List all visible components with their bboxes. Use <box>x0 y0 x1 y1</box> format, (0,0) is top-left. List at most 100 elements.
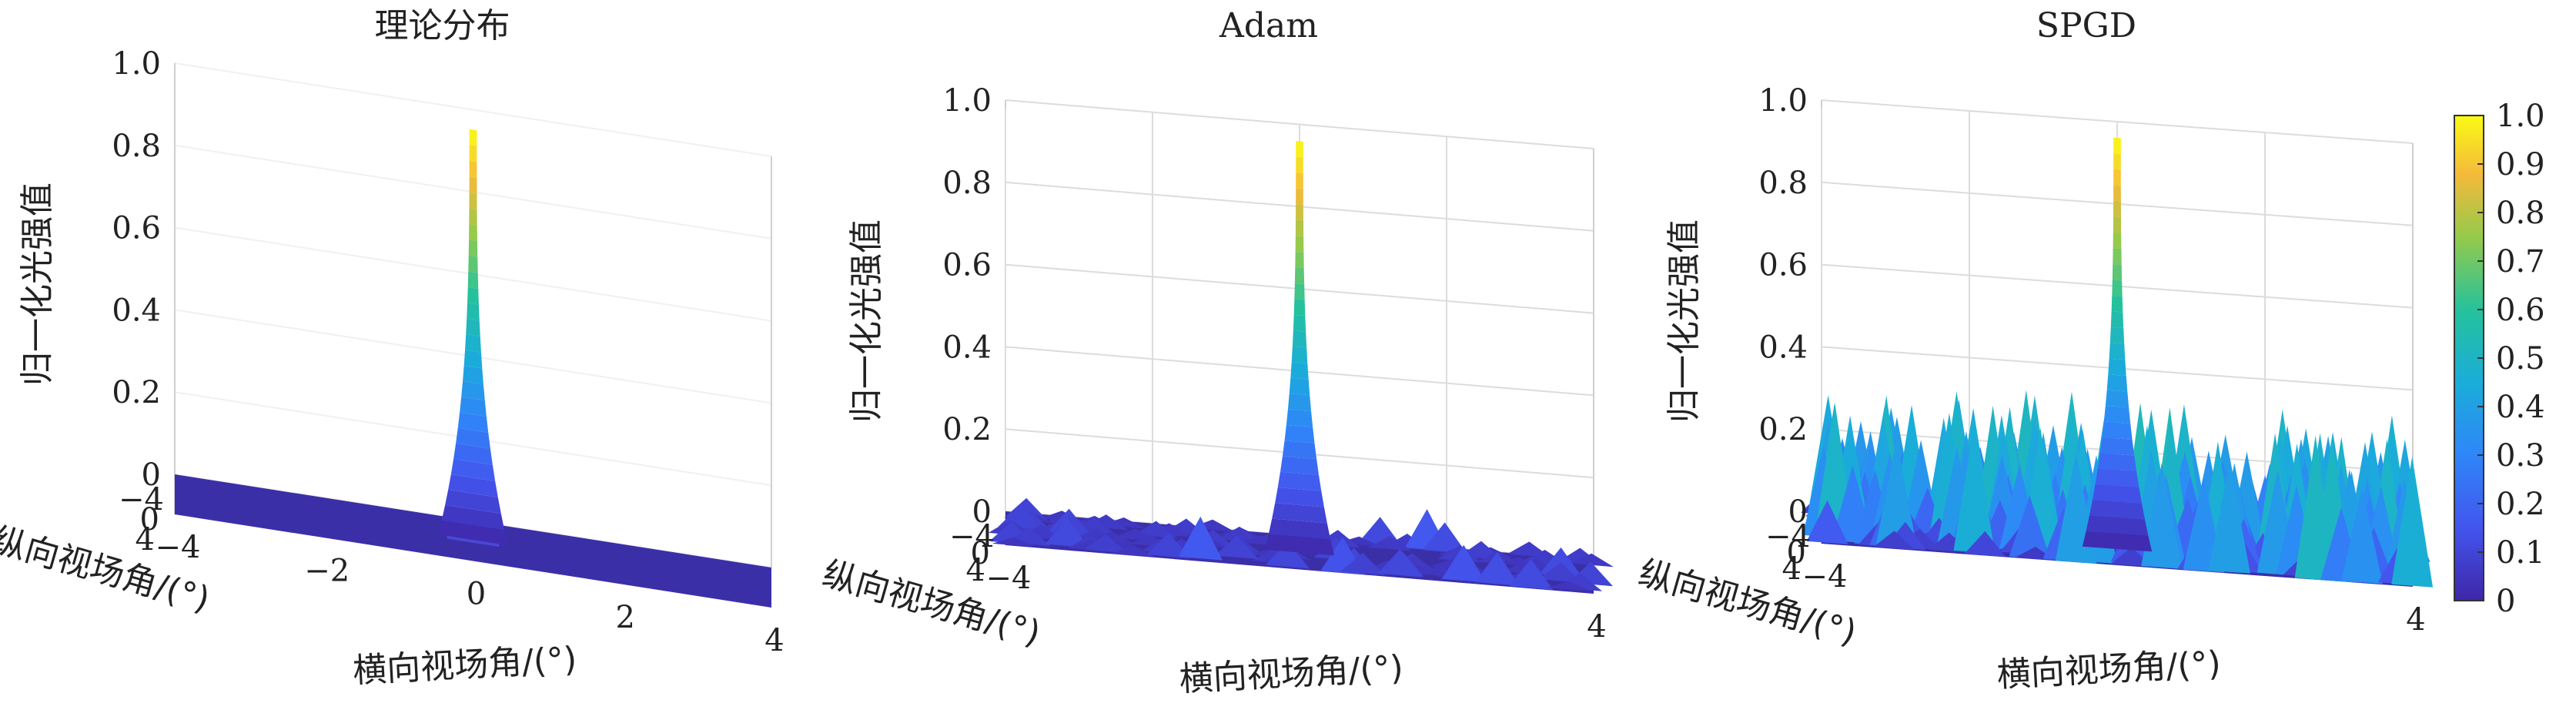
peak-segment <box>2113 169 2121 186</box>
peak-segment <box>2089 500 2146 520</box>
noise-spike <box>992 537 1037 548</box>
panel-title: SPGD <box>2036 6 2136 45</box>
noise-spike <box>1377 549 1422 578</box>
peak-segment <box>2103 406 2131 424</box>
surface-noise <box>988 497 1614 591</box>
surface-peak <box>1265 141 1334 556</box>
peak-segment <box>2095 468 2139 487</box>
peak-segment <box>1287 393 1312 411</box>
z-tick-label: 1.0 <box>112 46 161 82</box>
y-tick-label: 4 <box>1782 551 1802 587</box>
x-axis-label: 横向视场角/(°) <box>1179 648 1404 699</box>
z-axis-label: 归一化光强值 <box>847 219 886 423</box>
peak-segment <box>469 176 477 194</box>
noise-spike <box>1873 531 1915 550</box>
noise-spike <box>2141 462 2183 569</box>
x-axis-label: 横向视场角/(°) <box>1996 644 2222 695</box>
y-tick-label: 0 <box>140 502 159 537</box>
z-tick-label: 0.6 <box>112 211 161 246</box>
peak-segment <box>441 504 505 531</box>
peak-segment <box>469 223 477 242</box>
peak-segment <box>2106 374 2128 392</box>
peak-segment <box>1277 471 1322 491</box>
x-axis-label: 横向视场角/(°) <box>352 640 577 691</box>
colorbar-gradient <box>2454 115 2484 601</box>
peak-segment <box>1294 267 1305 284</box>
peak-segment <box>461 381 485 401</box>
peak-segment <box>468 239 478 257</box>
peak-segment <box>2113 248 2122 265</box>
noise-spike <box>1265 541 1310 569</box>
noise-spike <box>1337 536 1382 547</box>
peak-segment <box>1296 204 1303 221</box>
noise-spike <box>1547 581 1591 591</box>
peak-segment <box>450 458 496 481</box>
peak-segment <box>1275 487 1324 507</box>
colorbar-tick-label: 0.3 <box>2496 438 2545 474</box>
surface-noise <box>1801 390 2434 588</box>
z-tick-label: 0 <box>972 494 992 530</box>
colorbar-tick-label: 0.1 <box>2496 535 2545 571</box>
peak-segment <box>2097 453 2137 472</box>
noise-spike <box>1110 545 1156 558</box>
x-tick-label: 0 <box>467 577 486 612</box>
y-tick-label: −4 <box>119 482 164 517</box>
peak-segment <box>2113 200 2122 218</box>
x-tick-label: 4 <box>764 623 784 658</box>
peak-segment <box>1296 188 1303 206</box>
peak-segment <box>2113 232 2122 249</box>
z-tick-label: 0.4 <box>112 293 161 328</box>
peak-segment <box>1293 299 1306 316</box>
peak-segment <box>2109 327 2125 344</box>
noise-spike <box>2341 487 2383 584</box>
peak-segment <box>2099 437 2135 456</box>
peak-segment <box>2102 421 2133 440</box>
noise-spike <box>1475 551 1520 586</box>
peak-segment <box>2109 343 2126 360</box>
x-tick-label: 2 <box>616 600 635 635</box>
peak-segment <box>1265 534 1334 556</box>
z-tick-label: 0.8 <box>112 129 161 164</box>
surface-peak <box>2082 137 2153 552</box>
peak-segment <box>1295 251 1304 269</box>
peak-segment <box>1294 283 1305 300</box>
z-tick-label: 0.6 <box>1758 248 1808 283</box>
panel-2: Adam00.20.40.60.81.0归一化光强值−404纵向视场角/(°)−… <box>818 6 1614 699</box>
panel-1: 理论分布00.20.40.60.81.0归一化光强值−404纵向视场角/(°)−… <box>0 6 785 691</box>
noise-spike <box>1045 517 1089 548</box>
peak-segment <box>1296 172 1303 189</box>
colorbar-tick-label: 0.5 <box>2496 341 2545 377</box>
colorbar-tick-label: 0.2 <box>2496 487 2545 522</box>
z-tick-label: 0 <box>1788 494 1808 530</box>
panel-3: SPGD00.20.40.60.81.0归一化光强值−404纵向视场角/(°)−… <box>1634 6 2434 695</box>
noise-spike <box>1441 544 1486 583</box>
peak-segment <box>1290 362 1309 380</box>
peak-segment <box>469 160 477 178</box>
peak-segment <box>469 129 477 146</box>
x-tick-label: −4 <box>986 561 1032 596</box>
peak-segment <box>463 365 483 385</box>
peak-segment <box>1296 141 1303 158</box>
peak-segment <box>1280 456 1320 475</box>
peak-segment <box>1272 503 1327 524</box>
peak-segment <box>1282 440 1317 460</box>
y-tick-label: 4 <box>966 553 985 588</box>
panel-title: 理论分布 <box>375 6 510 45</box>
noise-spike <box>1508 559 1554 590</box>
z-tick-label: 0.4 <box>942 330 992 365</box>
x-tick-label: −2 <box>304 553 350 588</box>
noise-spike <box>1569 553 1614 568</box>
colorbar-tick-label: 1.0 <box>2496 99 2545 134</box>
z-axis-label: 归一化光强值 <box>1664 219 1704 423</box>
peak-segment <box>1296 156 1303 173</box>
noise-spike <box>1083 534 1129 554</box>
noise-spike <box>2209 461 2250 574</box>
colorbar-tick-label: 0.9 <box>2496 147 2545 183</box>
peak-segment <box>467 271 479 289</box>
noise-spike <box>1340 552 1385 575</box>
x-tick-label: 4 <box>1587 609 1606 645</box>
peak-segment <box>2112 280 2123 296</box>
z-tick-label: 1.0 <box>942 83 992 119</box>
panel-title: Adam <box>1219 6 1318 45</box>
